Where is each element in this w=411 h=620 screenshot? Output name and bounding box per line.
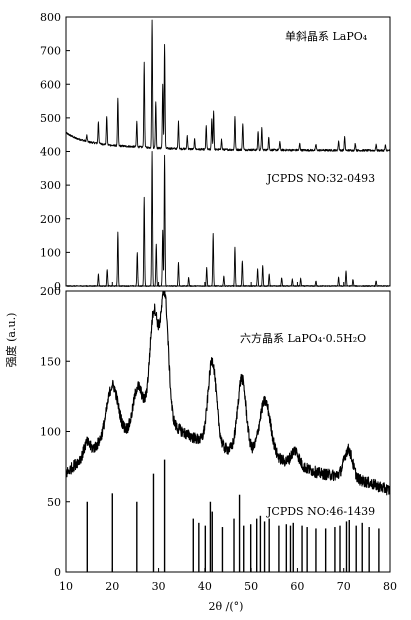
y-tick-label-top-600: 600 xyxy=(40,78,61,91)
x-tick-label-30: 30 xyxy=(152,580,166,593)
pattern-line-bottom-0 xyxy=(65,290,391,496)
y-tick-label-top-500: 500 xyxy=(40,112,61,125)
y-tick-label-bottom-150: 150 xyxy=(40,355,61,368)
y-tick-label-top-700: 700 xyxy=(40,45,61,58)
x-tick-label-20: 20 xyxy=(105,580,119,593)
top-panel: 0 100 200 300 400 500 600 700 800 xyxy=(40,11,391,293)
x-axis-ticks: 10 20 30 40 50 60 70 80 xyxy=(59,580,397,593)
y-tick-label-top-200: 200 xyxy=(40,213,61,226)
x-tick-label-70: 70 xyxy=(337,580,351,593)
y-tick-label-top-100: 100 xyxy=(40,246,61,259)
y-tick-label-bottom-0: 0 xyxy=(54,566,61,579)
series-label-jcpds-32-0493: JCPDS NO:32-0493 xyxy=(266,172,375,185)
pattern-line-top-1 xyxy=(65,151,391,287)
series-label-jcpds-46-1439: JCPDS NO:46-1439 xyxy=(266,505,375,518)
bottom-panel: 0 50 100 150 200 xyxy=(40,285,391,579)
y-tick-label-top-0: 0 xyxy=(54,280,61,293)
x-tick-label-60: 60 xyxy=(290,580,304,593)
series-label-monoclinic-lapo4: 单斜晶系 LaPO₄ xyxy=(285,30,368,43)
x-axis-label: 2θ /(°) xyxy=(209,600,244,613)
x-tick-label-50: 50 xyxy=(244,580,258,593)
y-tick-label-top-300: 300 xyxy=(40,179,61,192)
pattern-line-top-0 xyxy=(65,19,391,152)
y-axis-label: 强度 (a.u.) xyxy=(4,313,18,368)
series-label-hexagonal-lapo4-hydrate: 六方晶系 LaPO₄·0.5H₂O xyxy=(240,331,366,345)
y-tick-label-bottom-50: 50 xyxy=(47,496,61,509)
y-tick-label-top-400: 400 xyxy=(40,146,61,159)
y-tick-label-bottom-100: 100 xyxy=(40,426,61,439)
x-tick-label-40: 40 xyxy=(198,580,212,593)
x-tick-label-10: 10 xyxy=(59,580,73,593)
y-tick-label-top-800: 800 xyxy=(40,11,61,24)
y-tick-label-bottom-200: 200 xyxy=(40,285,61,298)
x-tick-label-80: 80 xyxy=(383,580,397,593)
